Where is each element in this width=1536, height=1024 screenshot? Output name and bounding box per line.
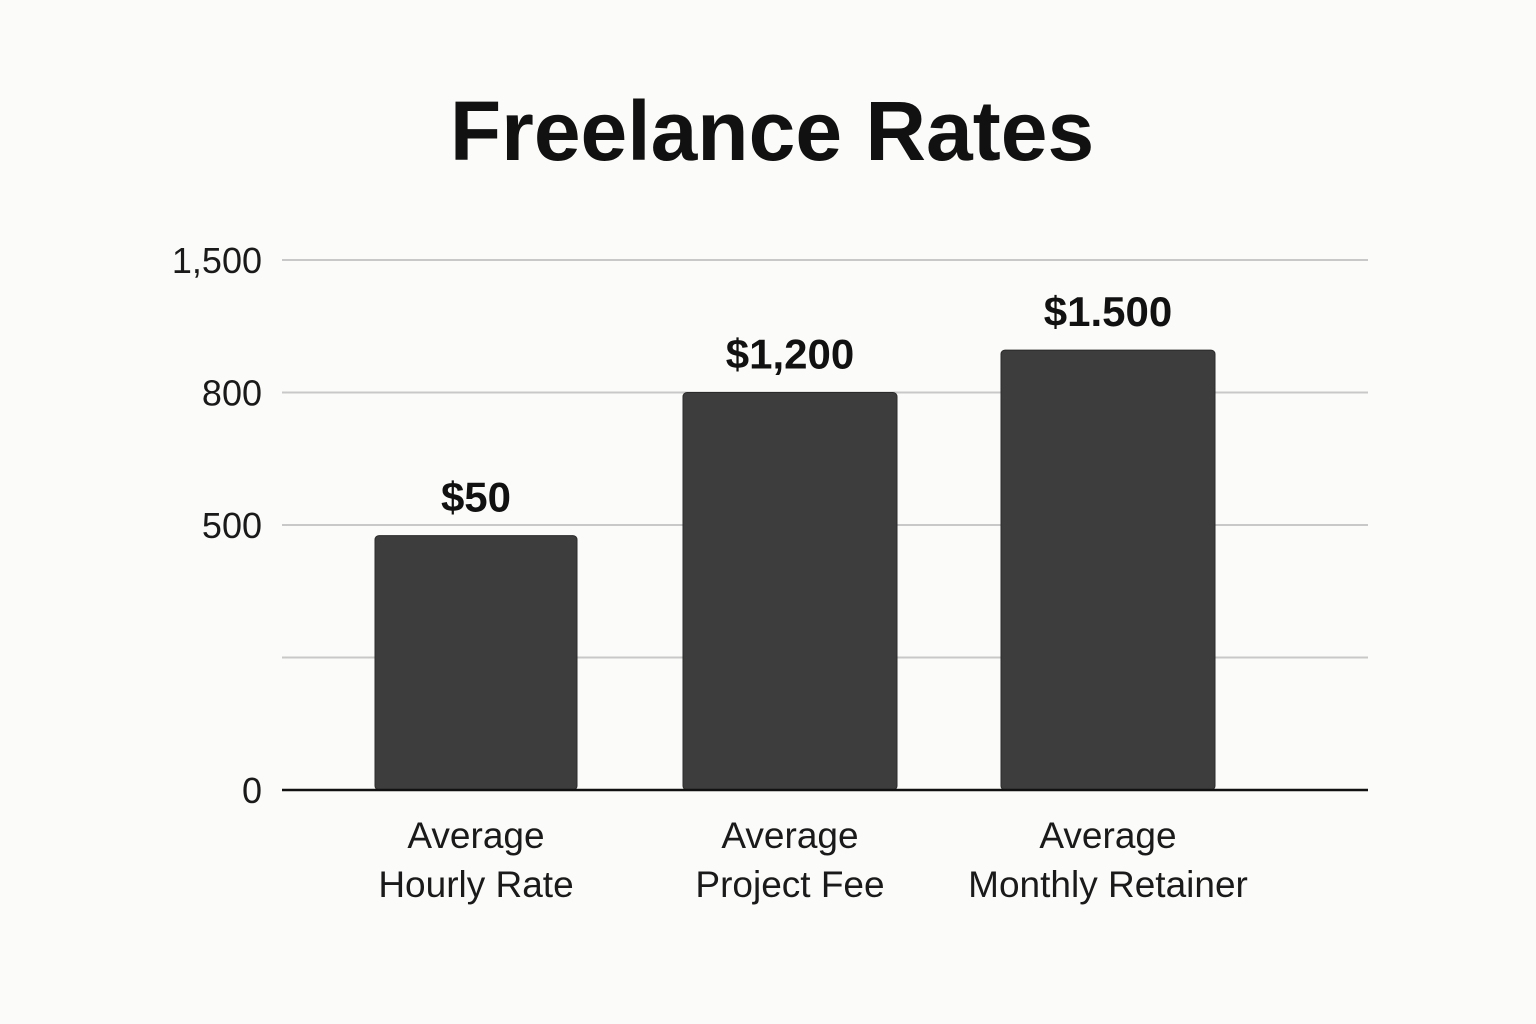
bar-value-label: $1.500 [1044,288,1172,335]
x-tick-label: Average [721,815,858,856]
bar [682,392,898,791]
bar-value-label: $1,200 [726,331,854,378]
y-tick-label: 800 [202,373,262,414]
x-tick-label: Monthly Retainer [968,864,1248,905]
x-tick-label: Hourly Rate [378,864,573,905]
bar-value-label: $50 [441,474,511,521]
chart-title: Freelance Rates [450,84,1094,178]
data-labels: $50 $1,200 $1.500 [441,288,1172,520]
x-tick-label: Average [1039,815,1176,856]
bar [374,535,578,791]
bars [374,349,1216,791]
bar [1000,349,1216,791]
category-labels: Average Hourly Rate Average Project Fee Aver… [378,815,1248,905]
y-tick-label: 500 [202,505,262,546]
x-tick-label: Project Fee [695,864,884,905]
y-tick-label: 0 [242,770,262,811]
x-tick-label: Average [407,815,544,856]
y-tick-label: 1,500 [172,240,262,281]
